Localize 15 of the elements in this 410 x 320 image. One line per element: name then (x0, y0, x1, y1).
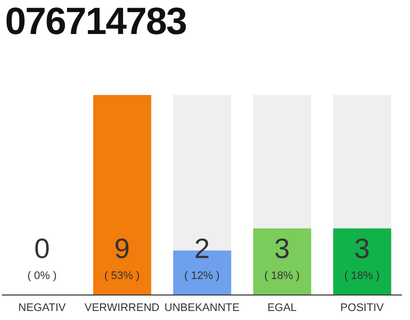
x-tick-label: EGAL (267, 302, 297, 314)
x-tick-label: POSITIV (340, 302, 384, 314)
data-label: 0 (33, 233, 51, 265)
annotation: ( 53% ) (103, 270, 141, 283)
annotation: ( 18% ) (263, 270, 301, 283)
x-tick-label: VERWIRREND (84, 302, 160, 314)
annotation: ( 0% ) (26, 270, 58, 283)
data-label: 3 (353, 233, 371, 265)
data-label: 9 (113, 233, 131, 265)
annotation: ( 12% ) (183, 270, 221, 283)
data-label: 3 (273, 233, 291, 265)
annotation: ( 18% ) (343, 270, 381, 283)
x-tick-label: UNBEKANNTE (164, 302, 240, 314)
x-tick-label: NEGATIV (18, 302, 66, 314)
chart-title: 076714783 (5, 0, 186, 44)
